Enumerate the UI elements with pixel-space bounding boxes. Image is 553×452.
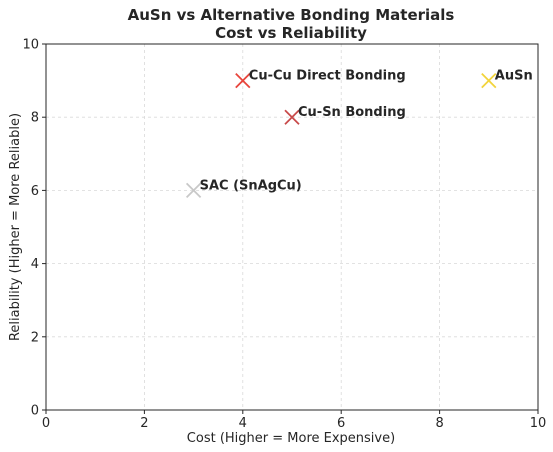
x-axis-label: Cost (Higher = More Expensive) [187, 431, 395, 446]
point-label: Cu-Sn Bonding [298, 105, 406, 120]
point-label: AuSn [495, 69, 533, 84]
x-axis-ticks: 0 2 4 6 8 10 [42, 410, 546, 431]
data-point: Cu-Sn Bonding [284, 105, 406, 125]
data-points: AuSn Cu-Sn Bonding SAC (SnAgCu) Cu-Cu Direc… [185, 69, 533, 199]
grid [45, 43, 539, 411]
y-tick-label: 8 [31, 111, 39, 126]
y-tick-label: 0 [31, 404, 39, 419]
x-tick-label: 4 [239, 416, 247, 431]
x-tick-label: 8 [435, 416, 443, 431]
point-label: Cu-Cu Direct Bonding [249, 69, 406, 84]
y-tick-label: 6 [31, 184, 39, 199]
point-marker [235, 72, 251, 89]
plot-frame [45, 43, 539, 411]
chart-subtitle: Cost vs Reliability [215, 24, 367, 42]
point-label: SAC (SnAgCu) [200, 178, 302, 193]
y-axis-label: Reliability (Higher = More Reliable) [8, 113, 23, 341]
data-point: Cu-Cu Direct Bonding [235, 69, 406, 89]
x-tick-label: 2 [140, 416, 148, 431]
x-tick-label: 10 [530, 416, 547, 431]
y-tick-label: 2 [31, 330, 39, 345]
point-marker [284, 109, 300, 125]
x-tick-label: 0 [42, 416, 50, 431]
data-point: AuSn [481, 69, 533, 89]
y-tick-label: 10 [22, 38, 39, 53]
point-marker [185, 182, 202, 199]
y-tick-label: 4 [31, 257, 39, 272]
x-tick-label: 6 [337, 416, 345, 431]
data-point: SAC (SnAgCu) [185, 178, 302, 199]
point-marker [481, 72, 497, 89]
chart-title: AuSn vs Alternative Bonding Materials [128, 6, 455, 24]
y-axis-ticks: 0 2 4 6 8 10 [22, 38, 46, 419]
